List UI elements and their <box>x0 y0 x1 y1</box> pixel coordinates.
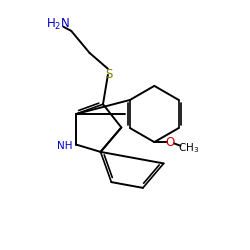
Text: CH$_3$: CH$_3$ <box>178 141 199 155</box>
Text: NH: NH <box>57 141 73 151</box>
Text: O: O <box>166 136 175 148</box>
Text: S: S <box>105 68 112 81</box>
Text: H$_2$N: H$_2$N <box>46 17 70 32</box>
